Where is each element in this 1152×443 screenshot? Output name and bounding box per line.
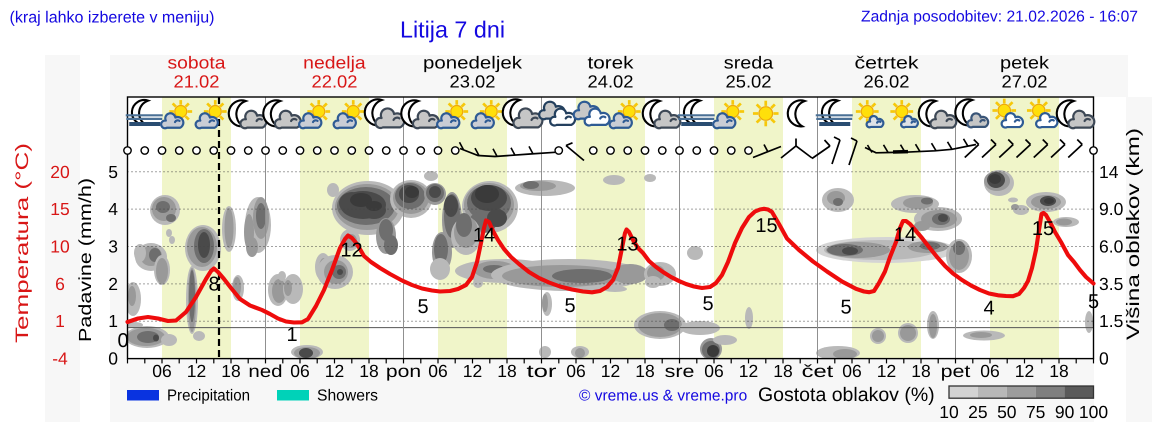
svg-text:23.02: 23.02 — [450, 72, 496, 92]
svg-text:5: 5 — [564, 295, 575, 317]
svg-text:21.02: 21.02 — [174, 72, 220, 92]
svg-text:14: 14 — [894, 224, 916, 246]
svg-text:5: 5 — [108, 162, 118, 182]
svg-text:1: 1 — [286, 324, 297, 346]
svg-text:6: 6 — [55, 274, 65, 294]
svg-text:06: 06 — [842, 361, 861, 381]
svg-text:14: 14 — [473, 225, 495, 247]
svg-text:06: 06 — [566, 361, 585, 381]
svg-text:sreda: sreda — [724, 53, 774, 73]
svg-text:15: 15 — [755, 215, 777, 237]
svg-text:-4: -4 — [52, 349, 68, 369]
svg-text:torek: torek — [588, 53, 634, 73]
svg-text:06: 06 — [152, 361, 171, 381]
svg-text:3.5: 3.5 — [1099, 274, 1123, 294]
svg-text:06: 06 — [290, 361, 309, 381]
svg-text:Gostota oblakov (%): Gostota oblakov (%) — [758, 384, 935, 406]
svg-text:10: 10 — [939, 402, 959, 422]
svg-text:90: 90 — [1055, 402, 1075, 422]
svg-text:9.0: 9.0 — [1099, 199, 1124, 219]
svg-text:26.02: 26.02 — [864, 72, 910, 92]
svg-text:06: 06 — [980, 361, 999, 381]
svg-text:12: 12 — [877, 361, 896, 381]
svg-text:pon: pon — [386, 361, 421, 381]
svg-text:4: 4 — [108, 199, 118, 219]
svg-text:5: 5 — [840, 297, 851, 319]
svg-text:20: 20 — [50, 162, 70, 182]
svg-text:0: 0 — [117, 330, 128, 352]
svg-text:15: 15 — [50, 199, 69, 219]
svg-text:18: 18 — [359, 361, 378, 381]
svg-text:© vreme.us & vreme.pro: © vreme.us & vreme.pro — [579, 388, 747, 405]
svg-text:18: 18 — [221, 361, 240, 381]
svg-text:1: 1 — [108, 311, 118, 331]
svg-text:8: 8 — [208, 274, 219, 296]
svg-text:18: 18 — [911, 361, 930, 381]
svg-text:Zadnja posodobitev: 21.02.2026: Zadnja posodobitev: 21.02.2026 - 16:07 — [861, 9, 1138, 26]
svg-text:13: 13 — [616, 234, 638, 256]
svg-text:Padavine (mm/h): Padavine (mm/h) — [75, 178, 95, 342]
svg-text:22.02: 22.02 — [312, 72, 358, 92]
svg-text:ned: ned — [248, 361, 282, 381]
svg-text:5: 5 — [702, 293, 713, 315]
svg-text:50: 50 — [997, 402, 1017, 422]
svg-text:Precipitation: Precipitation — [167, 388, 250, 405]
svg-text:12: 12 — [463, 361, 482, 381]
svg-text:18: 18 — [497, 361, 516, 381]
svg-text:12: 12 — [1015, 361, 1034, 381]
svg-text:10: 10 — [50, 237, 70, 257]
svg-text:6.0: 6.0 — [1099, 237, 1124, 257]
svg-text:100: 100 — [1079, 402, 1108, 422]
svg-text:Temperatura (°C): Temperatura (°C) — [12, 143, 32, 343]
svg-text:75: 75 — [1026, 402, 1045, 422]
svg-text:12: 12 — [325, 361, 344, 381]
svg-text:tor: tor — [527, 361, 557, 381]
svg-text:12: 12 — [340, 240, 362, 262]
svg-text:5: 5 — [417, 296, 428, 318]
svg-text:čet: čet — [802, 361, 834, 381]
svg-text:12: 12 — [739, 361, 758, 381]
svg-text:12: 12 — [187, 361, 206, 381]
svg-text:Showers: Showers — [317, 388, 378, 405]
svg-text:2: 2 — [108, 274, 118, 294]
svg-text:petek: petek — [1000, 53, 1049, 73]
svg-text:1.5: 1.5 — [1099, 311, 1123, 331]
svg-text:18: 18 — [635, 361, 654, 381]
svg-text:27.02: 27.02 — [1002, 72, 1048, 92]
svg-text:sre: sre — [665, 361, 695, 381]
svg-text:0: 0 — [108, 349, 118, 369]
svg-text:ponedeljek: ponedeljek — [423, 53, 522, 73]
svg-text:(kraj lahko izberete v meniju): (kraj lahko izberete v meniju) — [10, 9, 215, 27]
svg-text:Litija 7 dni: Litija 7 dni — [400, 17, 505, 43]
svg-text:nedelja: nedelja — [303, 53, 366, 73]
svg-text:1: 1 — [55, 311, 65, 331]
svg-text:24.02: 24.02 — [588, 72, 634, 92]
svg-text:četrtek: četrtek — [855, 53, 919, 73]
svg-text:sobota: sobota — [168, 53, 226, 73]
svg-text:25: 25 — [968, 402, 987, 422]
svg-text:25.02: 25.02 — [726, 72, 772, 92]
svg-text:3: 3 — [108, 237, 118, 257]
svg-text:14: 14 — [1099, 162, 1119, 182]
svg-text:18: 18 — [773, 361, 792, 381]
svg-text:12: 12 — [601, 361, 620, 381]
svg-text:06: 06 — [704, 361, 723, 381]
svg-text:5: 5 — [1088, 291, 1099, 313]
svg-text:Višina oblakov (km): Višina oblakov (km) — [1123, 128, 1143, 340]
svg-text:15: 15 — [1032, 218, 1054, 240]
svg-text:pet: pet — [941, 361, 971, 381]
svg-text:18: 18 — [1049, 361, 1068, 381]
svg-text:4: 4 — [983, 298, 994, 320]
svg-text:06: 06 — [428, 361, 447, 381]
svg-text:0: 0 — [1099, 349, 1109, 369]
